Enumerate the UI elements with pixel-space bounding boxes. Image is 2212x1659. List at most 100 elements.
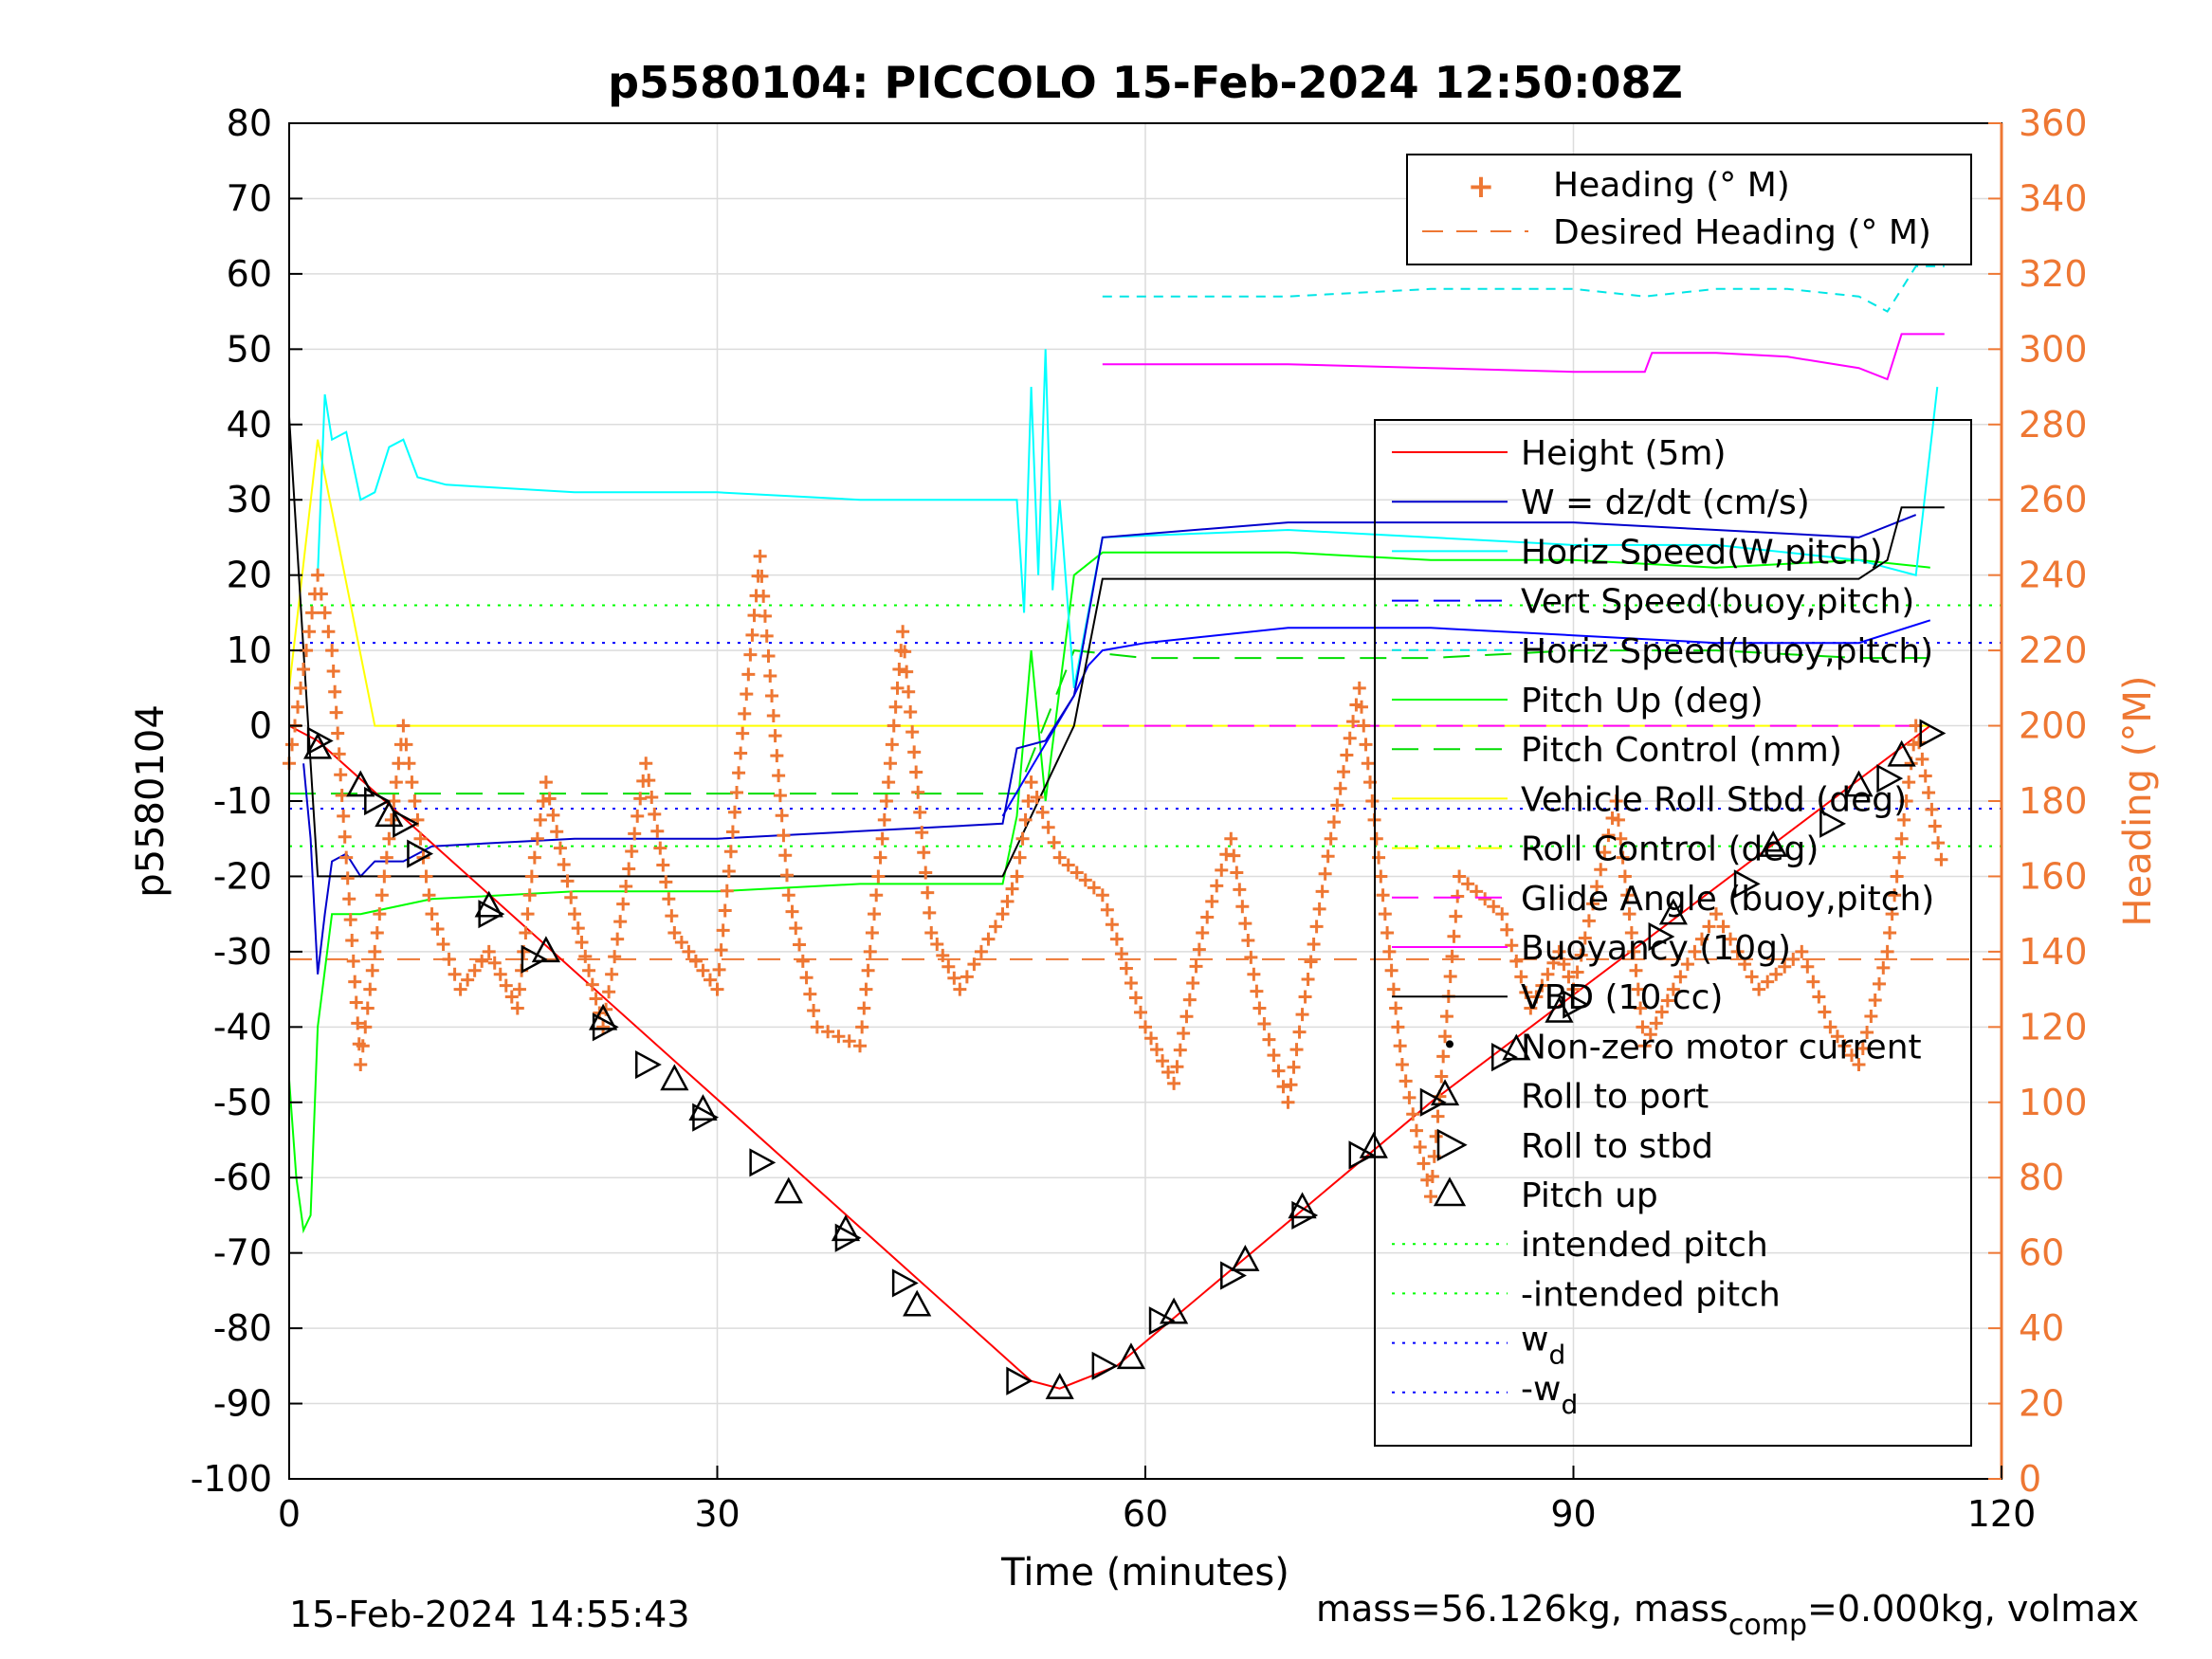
heading-marker (875, 831, 889, 846)
y-tick-label: 60 (227, 253, 272, 295)
heading-marker (1598, 846, 1612, 860)
y-right-tick-label: 40 (2019, 1307, 2064, 1349)
heading-marker (370, 926, 384, 940)
heading-marker (1535, 978, 1549, 993)
heading-marker (1224, 831, 1238, 846)
y-axis-label: p5580104 (129, 704, 173, 898)
heading-marker (1287, 1060, 1301, 1074)
heading-marker (461, 973, 475, 987)
heading-marker (1609, 794, 1623, 808)
heading-marker (1013, 850, 1027, 865)
heading-marker (740, 687, 754, 702)
heading-marker (1637, 1039, 1652, 1053)
heading-marker (1052, 850, 1067, 865)
heading-marker (1922, 786, 1936, 800)
heading-marker (1666, 982, 1680, 996)
legend-wd-sub: d (1561, 1389, 1578, 1420)
roll-to-stbd-marker (306, 726, 334, 756)
pitch-up-marker (831, 1214, 861, 1242)
heading-marker (1694, 932, 1709, 946)
heading-marker (781, 888, 795, 902)
heading-marker (799, 971, 814, 985)
heading-marker (778, 848, 793, 863)
heading-marker (510, 1001, 524, 1015)
heading-marker (688, 954, 703, 968)
heading-marker (1295, 1008, 1309, 1022)
pitch-up-marker (1759, 830, 1788, 857)
heading-marker (953, 982, 967, 996)
heading-marker (1378, 907, 1392, 921)
heading-marker (1902, 775, 1916, 790)
heading-marker (1860, 1026, 1874, 1040)
heading-marker (853, 1039, 867, 1053)
y-right-tick-label: 220 (2019, 629, 2088, 671)
heading-marker (1340, 748, 1354, 762)
heading-marker (346, 954, 360, 968)
heading-marker (337, 809, 351, 823)
heading-marker (865, 926, 879, 940)
heading-marker (1818, 1005, 1832, 1019)
heading-marker (1384, 963, 1398, 977)
heading-marker (1643, 1028, 1657, 1042)
heading-marker (1636, 1020, 1650, 1034)
heading-marker (1235, 900, 1250, 914)
legend-wd-main: w (1521, 1321, 1548, 1359)
heading-marker (960, 970, 974, 984)
heading-marker (1837, 1039, 1852, 1053)
legend-heading-label: Heading (° M) (1553, 166, 1790, 205)
legend-label: Horiz Speed(buoy,pitch) (1521, 632, 1933, 671)
heading-marker (1230, 866, 1244, 880)
heading-marker (1144, 1031, 1159, 1046)
y-ticks-right: 3603403203002802602402202001801601401201… (1988, 102, 2088, 1500)
heading-marker (869, 888, 884, 902)
heading-marker (710, 982, 724, 996)
heading-marker (596, 1020, 611, 1034)
heading-marker (1109, 932, 1124, 946)
heading-marker (499, 978, 513, 993)
heading-marker (524, 869, 539, 884)
heading-marker (1461, 877, 1475, 891)
heading-marker (1326, 815, 1341, 830)
heading-marker (402, 757, 416, 771)
heading-marker (339, 850, 354, 865)
pitch-up-marker (1658, 898, 1688, 925)
roll-to-stbd-marker (478, 900, 505, 929)
pitch-up-marker (660, 1064, 689, 1091)
heading-marker (585, 977, 599, 992)
pitch-up-marker (1288, 1192, 1317, 1219)
heading-marker (755, 569, 769, 583)
heading-marker (321, 625, 336, 639)
heading-marker (512, 982, 526, 996)
heading-marker (1124, 975, 1138, 990)
legend-label: Pitch Control (mm) (1521, 731, 1842, 770)
heading-marker (550, 825, 564, 839)
heading-marker (1100, 902, 1114, 917)
roll-to-stbd-marker (1006, 1366, 1033, 1395)
heading-marker (1139, 1020, 1152, 1034)
heading-marker (1343, 731, 1357, 745)
heading-marker (763, 668, 777, 683)
y-right-tick-label: 0 (2019, 1458, 2041, 1500)
heading-marker (1892, 850, 1907, 865)
heading-marker (1024, 775, 1038, 790)
pitch-up-marker (1116, 1342, 1146, 1370)
heading-marker (527, 850, 541, 865)
y-right-tick-label: 80 (2019, 1157, 2064, 1198)
heading-marker (730, 785, 744, 799)
heading-marker (368, 944, 382, 958)
x-tick-label: 30 (694, 1493, 740, 1535)
heading-marker (810, 1020, 824, 1034)
heading-marker (1210, 879, 1224, 893)
heading-marker (1179, 1010, 1194, 1024)
pitch-up-marker (589, 1003, 618, 1030)
heading-marker (1519, 985, 1533, 999)
heading-marker (363, 982, 377, 996)
heading-marker (974, 944, 988, 958)
heading-marker (1912, 736, 1927, 750)
heading-marker (779, 868, 794, 883)
footer-mass-suffix: =0.000kg, volmax (1807, 1588, 2139, 1630)
legend-heading-marker: + (1468, 168, 1495, 206)
heading-marker (1864, 1009, 1878, 1023)
heading-marker (608, 950, 622, 964)
heading-marker (743, 647, 758, 662)
